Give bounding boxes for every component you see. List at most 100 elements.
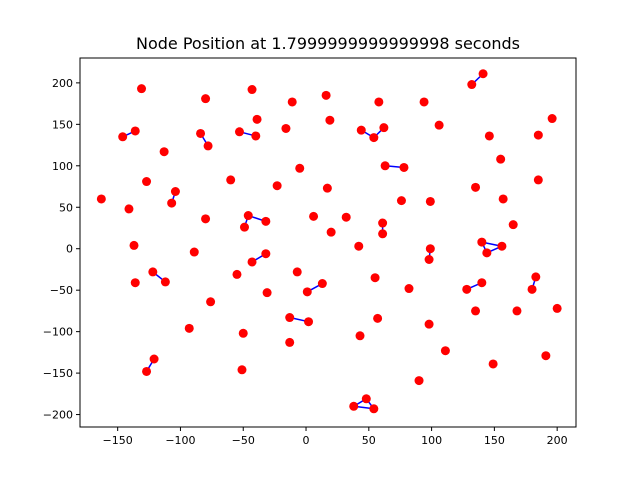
node-point bbox=[167, 198, 177, 208]
node-point bbox=[471, 182, 481, 192]
chart-title: Node Position at 1.7999999999999998 seco… bbox=[136, 34, 520, 53]
node-point bbox=[497, 241, 507, 251]
node-point bbox=[252, 114, 262, 124]
node-point bbox=[425, 196, 435, 206]
node-point bbox=[262, 288, 272, 298]
node-point bbox=[356, 125, 366, 135]
plot-area-frame bbox=[79, 57, 577, 428]
node-point bbox=[341, 212, 351, 222]
node-point bbox=[130, 126, 140, 136]
y-tick-label: 50 bbox=[59, 201, 73, 214]
node-point bbox=[247, 257, 257, 267]
x-tick-label: −100 bbox=[165, 434, 195, 447]
node-point bbox=[118, 132, 128, 142]
node-point bbox=[130, 278, 140, 288]
node-point bbox=[322, 183, 332, 193]
node-point bbox=[124, 204, 134, 214]
node-point bbox=[251, 131, 261, 141]
node-point bbox=[531, 272, 541, 282]
node-point bbox=[419, 97, 429, 107]
node-point bbox=[370, 273, 380, 283]
node-point bbox=[361, 394, 371, 404]
node-point bbox=[247, 85, 257, 95]
node-point bbox=[380, 161, 390, 171]
node-point bbox=[374, 97, 384, 107]
y-tick-label: 100 bbox=[52, 160, 73, 173]
node-point bbox=[281, 123, 291, 133]
node-point bbox=[471, 306, 481, 316]
node-point bbox=[285, 313, 295, 323]
node-point bbox=[326, 227, 336, 237]
node-point bbox=[159, 147, 169, 157]
node-point bbox=[482, 248, 492, 258]
node-point bbox=[414, 376, 424, 386]
y-tick-label: 150 bbox=[52, 118, 73, 131]
node-point bbox=[232, 269, 242, 279]
node-point bbox=[142, 177, 152, 187]
node-point bbox=[488, 359, 498, 369]
node-point bbox=[203, 141, 213, 151]
node-point bbox=[243, 211, 253, 221]
node-point bbox=[272, 181, 282, 191]
x-tick-label: 0 bbox=[303, 434, 310, 447]
node-point bbox=[237, 365, 247, 375]
node-point bbox=[304, 317, 314, 327]
node-point bbox=[533, 175, 543, 185]
y-tick-label: −150 bbox=[43, 367, 73, 380]
node-point bbox=[349, 401, 359, 411]
node-point bbox=[477, 278, 487, 288]
node-point bbox=[462, 284, 472, 294]
node-point bbox=[321, 90, 331, 100]
node-point bbox=[261, 249, 271, 259]
node-point bbox=[496, 154, 506, 164]
node-point bbox=[378, 218, 388, 228]
node-point bbox=[196, 128, 206, 138]
node-point bbox=[239, 222, 249, 232]
y-tick-label: −100 bbox=[43, 326, 73, 339]
node-point bbox=[96, 194, 106, 204]
node-point bbox=[292, 267, 302, 277]
node-point bbox=[369, 404, 379, 414]
y-tick-label: 200 bbox=[52, 77, 73, 90]
node-point bbox=[396, 196, 406, 206]
node-point bbox=[478, 69, 488, 79]
x-tick-label: 200 bbox=[547, 434, 568, 447]
x-tick-label: −50 bbox=[232, 434, 255, 447]
node-point bbox=[508, 220, 518, 230]
node-point bbox=[201, 214, 211, 224]
node-point bbox=[379, 123, 389, 133]
x-tick-label: 150 bbox=[484, 434, 505, 447]
node-point bbox=[424, 319, 434, 329]
node-point bbox=[142, 366, 152, 376]
x-tick-label: −150 bbox=[103, 434, 133, 447]
node-point bbox=[424, 254, 434, 264]
x-tick-label: 50 bbox=[362, 434, 376, 447]
node-point bbox=[287, 97, 297, 107]
node-point bbox=[184, 323, 194, 333]
node-point bbox=[170, 187, 180, 197]
y-tick-label: −50 bbox=[50, 284, 73, 297]
node-point bbox=[404, 284, 414, 294]
node-point bbox=[354, 241, 364, 251]
node-point bbox=[206, 297, 216, 307]
node-point bbox=[512, 306, 522, 316]
node-point bbox=[226, 175, 236, 185]
x-tick-label: 100 bbox=[421, 434, 442, 447]
node-point bbox=[149, 354, 159, 364]
node-point bbox=[137, 84, 147, 94]
node-point bbox=[148, 267, 158, 277]
node-point bbox=[309, 211, 319, 221]
node-point bbox=[325, 115, 335, 125]
node-point bbox=[373, 313, 383, 323]
node-point bbox=[261, 216, 271, 226]
node-point bbox=[295, 163, 305, 173]
node-point bbox=[547, 114, 557, 124]
node-point bbox=[355, 331, 365, 341]
node-point bbox=[234, 127, 244, 137]
y-tick-label: −200 bbox=[43, 409, 73, 422]
node-point bbox=[285, 337, 295, 347]
node-point bbox=[317, 279, 327, 289]
node-point bbox=[434, 120, 444, 130]
node-point bbox=[378, 229, 388, 239]
